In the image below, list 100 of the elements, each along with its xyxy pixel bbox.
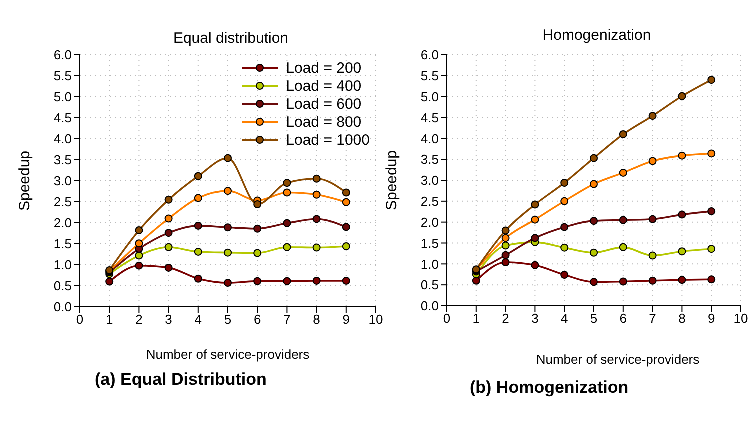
point: [619, 168, 628, 177]
chart-title: Homogenization: [542, 27, 652, 44]
point: [164, 264, 173, 272]
y-tick-label: 1.5: [420, 236, 439, 251]
x-tick-label: 5: [224, 312, 232, 328]
x-tick-label: 3: [532, 311, 539, 326]
x-tick-label: 2: [502, 311, 510, 326]
point: [678, 92, 686, 100]
legend-label: Load = 400: [286, 78, 362, 94]
point: [678, 248, 686, 256]
point: [283, 243, 292, 252]
x-tick-label: 9: [708, 311, 716, 326]
point: [342, 276, 350, 285]
point: [648, 112, 657, 120]
point: [254, 224, 262, 233]
point: [135, 262, 144, 270]
point: [106, 278, 114, 286]
point: [502, 242, 510, 250]
point: [342, 223, 350, 232]
point: [194, 194, 202, 202]
point: [283, 179, 292, 188]
y-tick-label: 3.5: [420, 152, 439, 168]
y-tick-label: 2.0: [54, 216, 72, 231]
point: [708, 150, 716, 158]
point: [531, 261, 540, 270]
point: [283, 188, 292, 197]
x-tick-label: 2: [136, 312, 143, 328]
x-tick-label: 10: [368, 312, 384, 328]
x-tick-label: 1: [106, 312, 114, 328]
x-tick-label: 4: [194, 312, 202, 328]
point: [135, 240, 144, 248]
point: [531, 234, 540, 242]
point: [224, 187, 232, 196]
point: [135, 226, 144, 235]
text: (a) Equal Distribution: [95, 370, 267, 390]
point: [194, 172, 202, 180]
point: [135, 252, 144, 260]
point: [678, 210, 686, 219]
x-tick-label: 7: [649, 311, 656, 326]
legend-label: Load = 1000: [286, 132, 370, 148]
point: [502, 258, 510, 266]
x-tick-label: 8: [313, 312, 320, 328]
y-tick-label: 3.0: [54, 174, 72, 189]
point: [619, 130, 628, 138]
point: [194, 274, 202, 283]
point: [164, 196, 173, 204]
y-tick-label: 2.5: [54, 194, 72, 210]
point: [254, 200, 262, 209]
y-tick-label: 0.0: [54, 300, 72, 315]
x-tick-label: 7: [284, 312, 291, 328]
point: [648, 252, 657, 260]
point: [560, 244, 569, 252]
point: [531, 200, 540, 209]
x-tick-label: 6: [254, 312, 262, 328]
x-tick-label: 10: [734, 311, 748, 326]
y-tick-label: 1.0: [420, 256, 439, 272]
point: [342, 242, 350, 251]
point: [590, 154, 598, 162]
text: (b) Homogenization: [470, 378, 629, 398]
y-tick-label: 4.5: [54, 110, 72, 126]
point: [648, 215, 657, 224]
y-axis-title: Speedup: [16, 150, 34, 212]
point: [560, 271, 569, 280]
point: [224, 248, 232, 257]
point: [283, 219, 292, 228]
point: [648, 276, 657, 285]
x-tick-label: 0: [443, 311, 451, 326]
y-tick-label: 2.0: [420, 214, 439, 230]
y-tick-label: 4.0: [420, 131, 439, 146]
point: [194, 222, 202, 230]
x-axis-title: Number of service-providers: [536, 352, 700, 367]
x-tick-label: 8: [678, 311, 686, 326]
point: [312, 215, 321, 224]
y-tick-label: 4.0: [54, 132, 72, 147]
legend-label: Load = 600: [286, 96, 362, 112]
point: [283, 277, 292, 286]
y-axis-title: Speedup: [383, 150, 400, 211]
y-tick-label: 2.5: [420, 194, 439, 210]
point: [502, 251, 510, 260]
point: [560, 197, 569, 206]
point: [254, 277, 262, 286]
point: [502, 226, 510, 235]
x-tick-label: 9: [342, 312, 350, 328]
point: [224, 224, 232, 232]
point: [224, 279, 232, 288]
y-tick-label: 5.0: [420, 89, 439, 104]
point: [164, 229, 173, 238]
x-axis-title: Number of service-providers: [146, 347, 310, 362]
point: [312, 276, 321, 285]
point: [590, 180, 598, 188]
y-tick-label: 6.0: [420, 48, 439, 63]
point: [590, 278, 598, 286]
y-tick-label: 6.0: [54, 48, 72, 63]
y-tick-label: 3.5: [54, 152, 72, 168]
point: [531, 216, 540, 224]
x-tick-label: 4: [560, 311, 568, 326]
chart-title: Equal distribution: [172, 30, 290, 47]
y-tick-label: 4.5: [420, 110, 439, 126]
point: [312, 190, 321, 199]
point: [164, 214, 173, 223]
